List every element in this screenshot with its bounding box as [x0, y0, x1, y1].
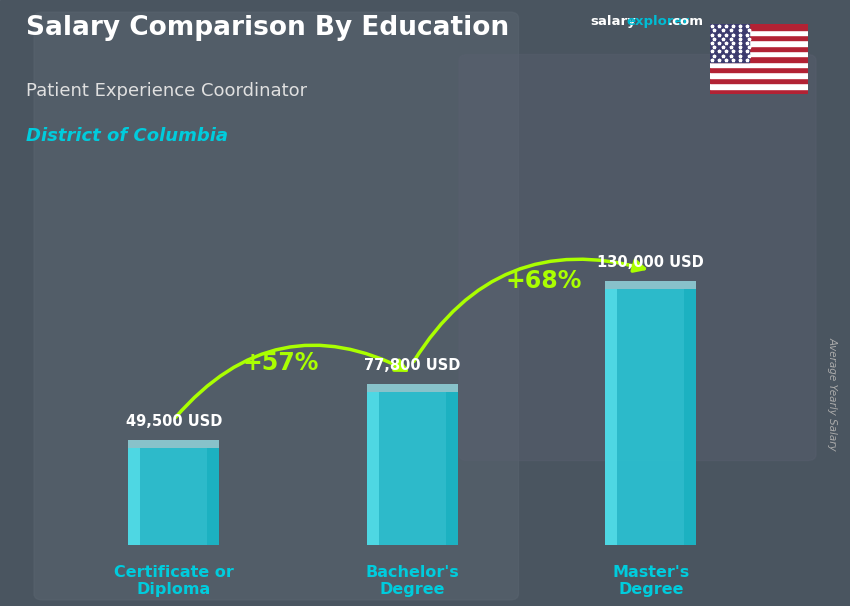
- Bar: [710, 41, 808, 45]
- Bar: [710, 24, 808, 30]
- Bar: [367, 392, 379, 545]
- Bar: [710, 88, 808, 94]
- Bar: [367, 392, 457, 545]
- Text: salary: salary: [591, 15, 637, 28]
- FancyBboxPatch shape: [34, 12, 518, 600]
- Bar: [128, 448, 219, 545]
- Bar: [710, 30, 808, 35]
- Text: Average Yearly Salary: Average Yearly Salary: [827, 337, 837, 451]
- Text: +68%: +68%: [505, 269, 581, 293]
- Bar: [710, 45, 808, 51]
- Bar: [128, 448, 140, 545]
- Bar: [710, 83, 808, 88]
- Text: 49,500 USD: 49,500 USD: [126, 414, 222, 429]
- Bar: [207, 448, 219, 545]
- Text: Salary Comparison By Education: Salary Comparison By Education: [26, 15, 508, 41]
- Bar: [605, 290, 617, 545]
- Bar: [710, 78, 808, 83]
- Bar: [710, 62, 808, 67]
- Bar: [710, 51, 808, 56]
- Polygon shape: [367, 384, 457, 392]
- Text: .com: .com: [668, 15, 704, 28]
- FancyBboxPatch shape: [459, 55, 816, 461]
- Bar: [710, 56, 808, 62]
- Bar: [445, 392, 457, 545]
- Polygon shape: [605, 281, 696, 290]
- Bar: [684, 290, 696, 545]
- Text: District of Columbia: District of Columbia: [26, 127, 228, 145]
- Bar: [710, 67, 808, 73]
- Bar: [605, 290, 696, 545]
- Text: 77,800 USD: 77,800 USD: [364, 358, 461, 373]
- Text: Patient Experience Coordinator: Patient Experience Coordinator: [26, 82, 307, 100]
- Text: 130,000 USD: 130,000 USD: [598, 256, 704, 270]
- Bar: [710, 73, 808, 78]
- Bar: [710, 35, 808, 41]
- Polygon shape: [128, 440, 219, 448]
- Text: +57%: +57%: [243, 351, 320, 375]
- Bar: [710, 24, 749, 62]
- Text: explorer: explorer: [626, 15, 689, 28]
